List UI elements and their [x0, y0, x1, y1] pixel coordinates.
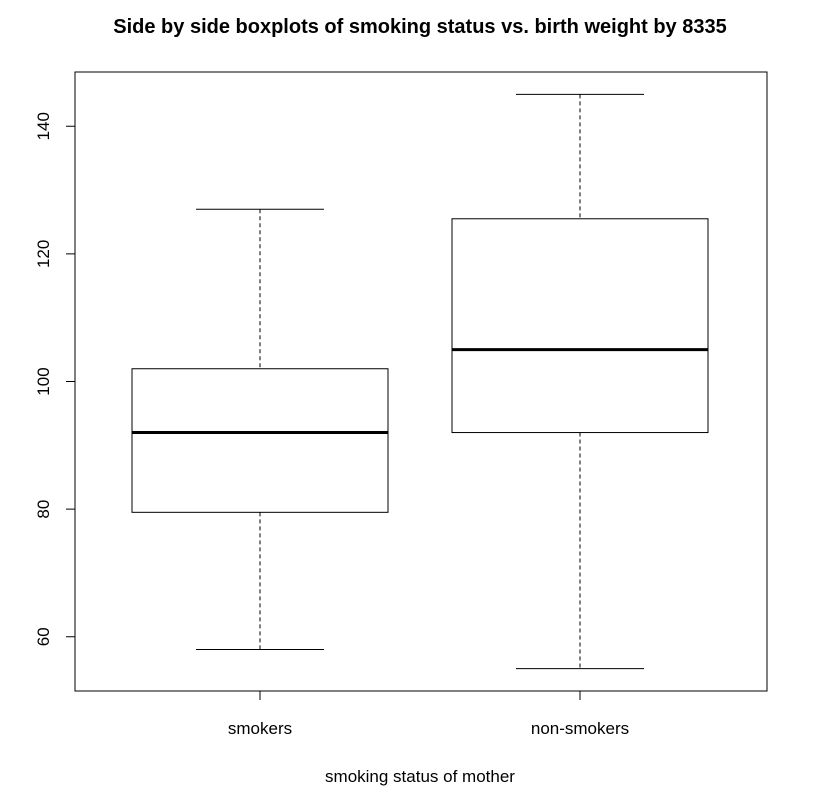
chart-title: Side by side boxplots of smoking status …: [113, 16, 726, 38]
iqr-box: [131, 368, 389, 513]
boxes-group: [131, 93, 709, 670]
y-tick-label: 120: [34, 240, 53, 268]
x-tick-label: non-smokers: [531, 719, 629, 738]
y-tick-label: 80: [34, 500, 53, 519]
box-smokers: [131, 208, 389, 651]
plot-frame: [74, 71, 768, 692]
y-axis: 60 80 100 120 140: [34, 112, 76, 646]
x-axis: smokers non-smokers: [228, 691, 629, 738]
box-non-smokers: [451, 93, 709, 670]
iqr-box: [451, 218, 709, 434]
x-axis-label: smoking status of mother: [325, 767, 515, 786]
y-tick-label: 140: [34, 112, 53, 140]
y-tick-label: 100: [34, 367, 53, 395]
y-tick-label: 60: [34, 627, 53, 646]
x-tick-label: smokers: [228, 719, 292, 738]
